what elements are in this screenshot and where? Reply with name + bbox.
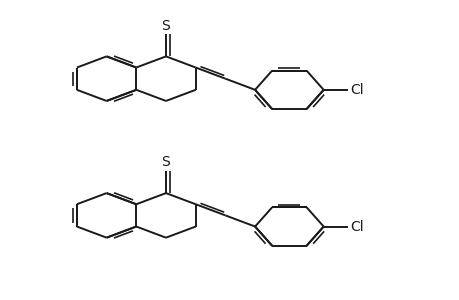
Text: Cl: Cl: [349, 220, 363, 233]
Text: S: S: [161, 155, 170, 169]
Text: Cl: Cl: [349, 83, 363, 97]
Text: S: S: [161, 19, 170, 33]
